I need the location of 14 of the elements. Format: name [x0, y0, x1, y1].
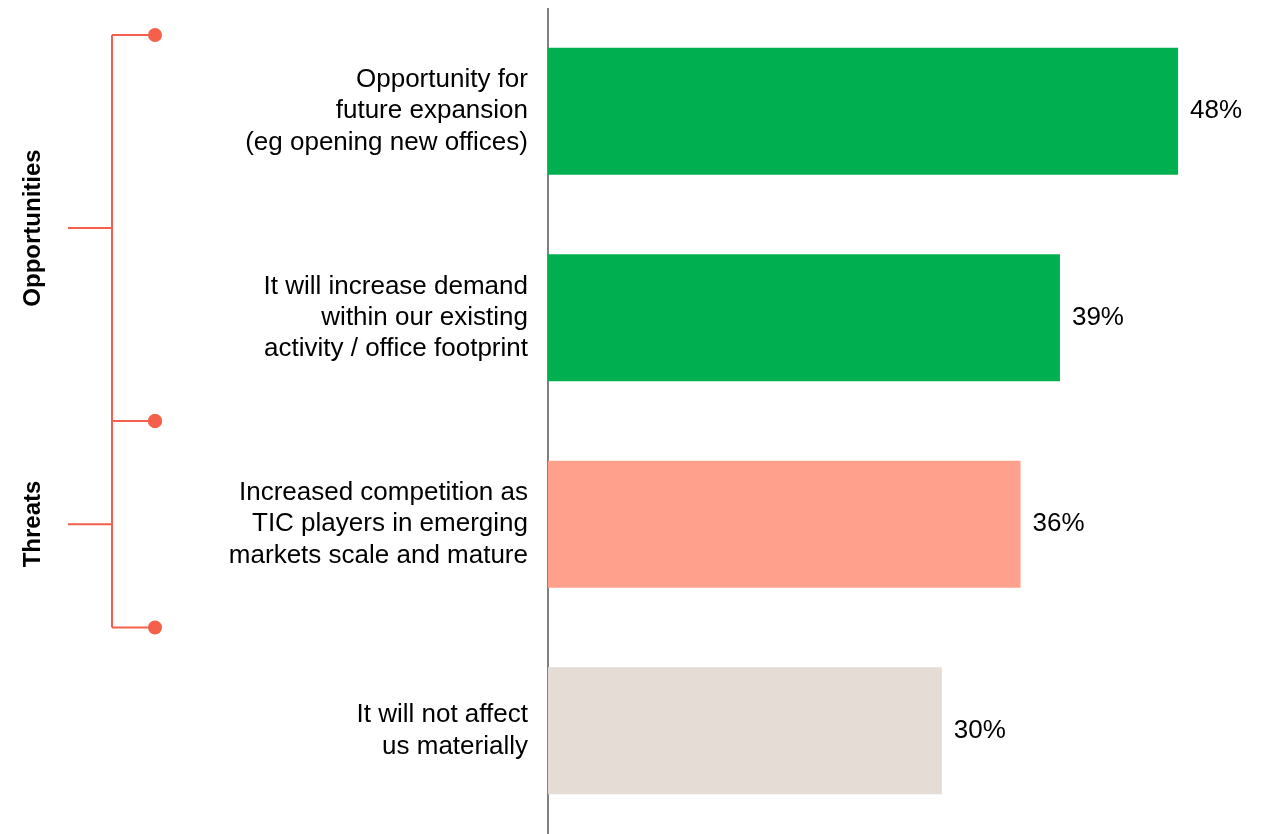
y-tick-label: It will not affect us materially [356, 698, 529, 760]
data-label: 39% [1071, 300, 1124, 331]
data-label: 30% [953, 713, 1006, 744]
y-tick-label: Opportunity for future expansion (eg opening new offices) [245, 63, 529, 156]
data-label: 48% [1190, 94, 1243, 125]
bar [548, 254, 1060, 382]
data-label: 36% [1032, 507, 1085, 538]
y-tick-label: It will increase demand within our existing activity / office footprint [263, 269, 529, 363]
text: Opportunities [18, 149, 46, 307]
bar [548, 460, 1021, 588]
bar [548, 47, 1179, 175]
y-tick-label: Increased competition as TIC players in emerging markets scale and mature [228, 476, 528, 569]
bar [548, 667, 942, 795]
text: Threats [18, 480, 46, 568]
